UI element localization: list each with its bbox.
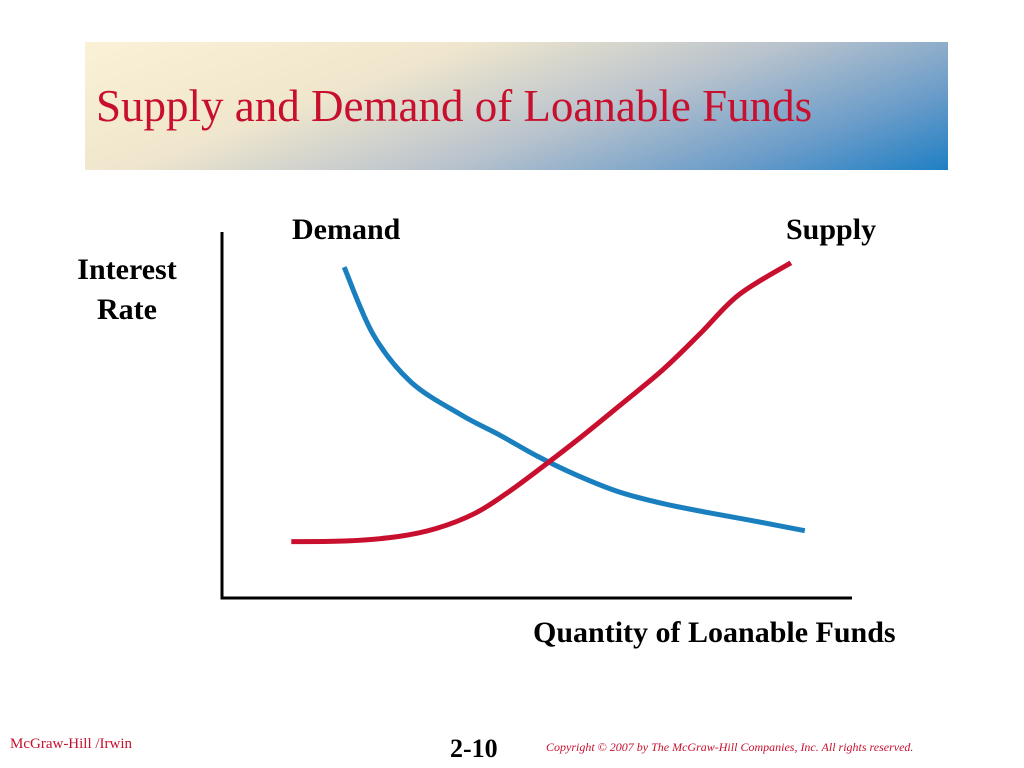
series-label-supply: Supply: [786, 213, 877, 246]
demand-curve: [341, 266, 806, 534]
publisher-label: McGraw-Hill /Irwin: [10, 736, 133, 752]
supply-curve: [291, 260, 793, 545]
y-axis-label: Interest Rate: [77, 253, 177, 326]
x-axis-label: Quantity of Loanable Funds: [533, 616, 896, 649]
page-number: 2-10: [450, 734, 498, 763]
series-label-demand: Demand: [292, 213, 401, 246]
series-layer: [291, 260, 806, 545]
copyright-notice: Copyright © 2007 by The McGraw-Hill Comp…: [546, 740, 914, 754]
title-band: [85, 42, 948, 170]
slide-title: Supply and Demand of Loanable Funds: [96, 81, 813, 131]
